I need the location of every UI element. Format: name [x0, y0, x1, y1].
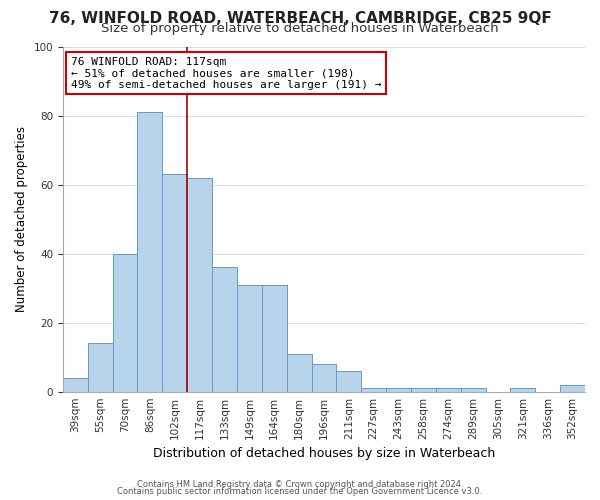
Bar: [511, 388, 535, 392]
Bar: [137, 112, 163, 392]
Bar: [311, 364, 337, 392]
Bar: [63, 378, 88, 392]
Text: Size of property relative to detached houses in Waterbeach: Size of property relative to detached ho…: [101, 22, 499, 35]
Bar: [163, 174, 187, 392]
Bar: [262, 284, 287, 392]
Text: 76, WINFOLD ROAD, WATERBEACH, CAMBRIDGE, CB25 9QF: 76, WINFOLD ROAD, WATERBEACH, CAMBRIDGE,…: [49, 11, 551, 26]
Bar: [361, 388, 386, 392]
Bar: [287, 354, 311, 392]
Bar: [212, 268, 237, 392]
Bar: [461, 388, 485, 392]
X-axis label: Distribution of detached houses by size in Waterbeach: Distribution of detached houses by size …: [153, 447, 495, 460]
Text: Contains public sector information licensed under the Open Government Licence v3: Contains public sector information licen…: [118, 487, 482, 496]
Bar: [88, 344, 113, 392]
Bar: [187, 178, 212, 392]
Y-axis label: Number of detached properties: Number of detached properties: [15, 126, 28, 312]
Bar: [237, 284, 262, 392]
Text: Contains HM Land Registry data © Crown copyright and database right 2024.: Contains HM Land Registry data © Crown c…: [137, 480, 463, 489]
Bar: [436, 388, 461, 392]
Bar: [560, 385, 585, 392]
Bar: [386, 388, 411, 392]
Text: 76 WINFOLD ROAD: 117sqm
← 51% of detached houses are smaller (198)
49% of semi-d: 76 WINFOLD ROAD: 117sqm ← 51% of detache…: [71, 57, 381, 90]
Bar: [113, 254, 137, 392]
Bar: [411, 388, 436, 392]
Bar: [337, 371, 361, 392]
